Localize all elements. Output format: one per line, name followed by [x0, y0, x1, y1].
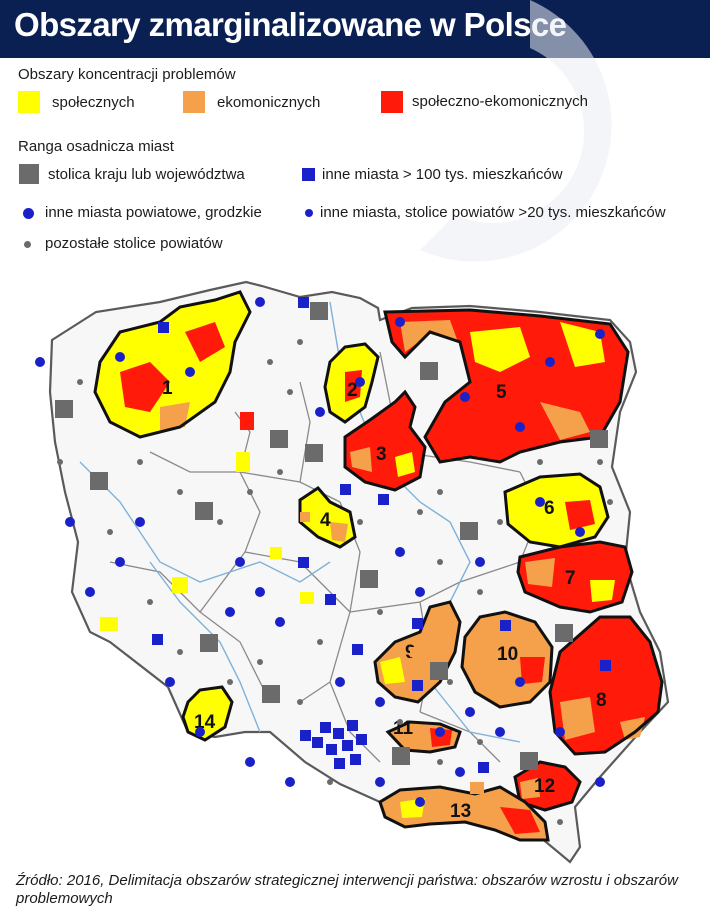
region-11-label: 11	[393, 718, 414, 739]
large-cities	[152, 297, 611, 773]
legend-cities-heading: Ranga osadnicza miast	[18, 138, 174, 155]
poland-map: 1 2 3 4 5 6	[35, 280, 670, 864]
region-10-label: 10	[497, 644, 518, 665]
region-13-label: 13	[450, 801, 471, 822]
region-7: 7	[516, 540, 634, 614]
source-note: Źródło: 2016, Delimitacja obszarów strat…	[16, 872, 678, 907]
region-7-label: 7	[565, 568, 576, 589]
region-8-label: 8	[596, 690, 607, 711]
region-4: 4	[298, 486, 357, 549]
region-3-label: 3	[376, 444, 387, 465]
region-5-label: 5	[496, 382, 507, 403]
legend-problems-heading: Obszary koncentracji problemów	[18, 66, 236, 83]
swatch-economic	[183, 91, 205, 113]
voivodeship-capitals	[55, 302, 608, 770]
region-1-label: 1	[162, 378, 173, 399]
region-8: 8	[548, 615, 664, 756]
swatch-socio-economic	[381, 91, 403, 113]
region-6: 6	[503, 472, 610, 549]
city-100k-square-icon	[302, 168, 315, 181]
legend-item-city-100k: inne miasta > 100 tys. mieszkańców	[322, 166, 563, 183]
page-title: Obszary zmarginalizowane w Polsce	[14, 6, 567, 43]
region-4-label: 4	[320, 510, 331, 531]
region-3: 3	[343, 389, 427, 492]
swatch-social	[18, 91, 40, 113]
region-1: 1	[93, 290, 252, 439]
header-bar: Obszary zmarginalizowane w Polsce	[0, 0, 710, 58]
county-city-dot-icon	[23, 208, 34, 219]
legend-item-socio-economic: społeczno-ekomonicznych	[412, 93, 588, 110]
scattered-patches	[100, 412, 484, 794]
legend-item-county-city: inne miasta powiatowe, grodzkie	[45, 204, 262, 221]
legend-item-capital: stolica kraju lub województwa	[48, 166, 245, 183]
legend-item-city-20k: inne miasta, stolice powiatów >20 tys. m…	[320, 204, 666, 221]
legend: Obszary koncentracji problemów społeczny…	[0, 58, 710, 268]
city-20k-dot-icon	[305, 209, 313, 217]
legend-item-economic: ekomonicznych	[217, 94, 321, 111]
legend-item-social: społecznych	[52, 94, 135, 111]
region-12-label: 12	[534, 776, 555, 797]
other-county-seat-dot-icon	[24, 241, 31, 248]
region-10: 10	[460, 610, 554, 709]
county-cities	[35, 297, 605, 807]
region-6-label: 6	[544, 498, 555, 519]
voivodeship-capital-square-icon	[19, 164, 39, 184]
region-2-label: 2	[347, 380, 358, 401]
other-county-seats	[57, 339, 613, 825]
region-5: 5	[383, 308, 630, 464]
legend-item-other-seats: pozostałe stolice powiatów	[45, 235, 223, 252]
